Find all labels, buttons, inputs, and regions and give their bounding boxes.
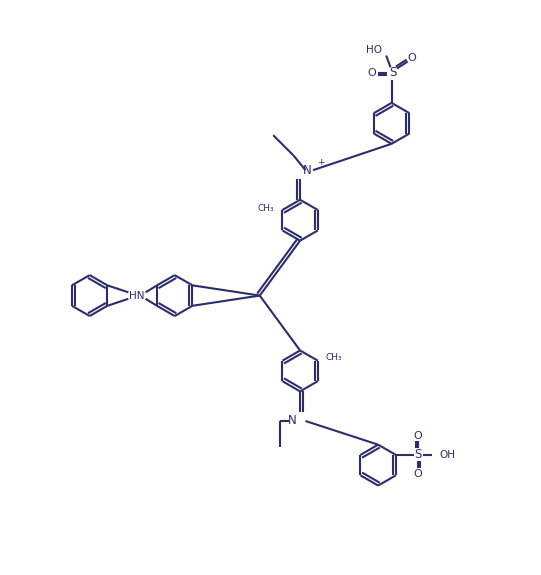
- Text: N: N: [288, 415, 297, 427]
- Text: O: O: [413, 469, 423, 479]
- Text: CH₃: CH₃: [326, 353, 342, 362]
- Text: N: N: [304, 164, 312, 177]
- Text: S: S: [389, 66, 397, 79]
- Text: S: S: [414, 448, 421, 461]
- Text: HN: HN: [129, 290, 145, 301]
- Text: O: O: [368, 68, 377, 78]
- Text: +: +: [317, 158, 324, 167]
- Text: HO: HO: [366, 45, 382, 55]
- Text: OH: OH: [439, 450, 455, 460]
- Text: CH₃: CH₃: [258, 205, 274, 213]
- Text: O: O: [413, 431, 423, 441]
- Text: O: O: [407, 53, 416, 63]
